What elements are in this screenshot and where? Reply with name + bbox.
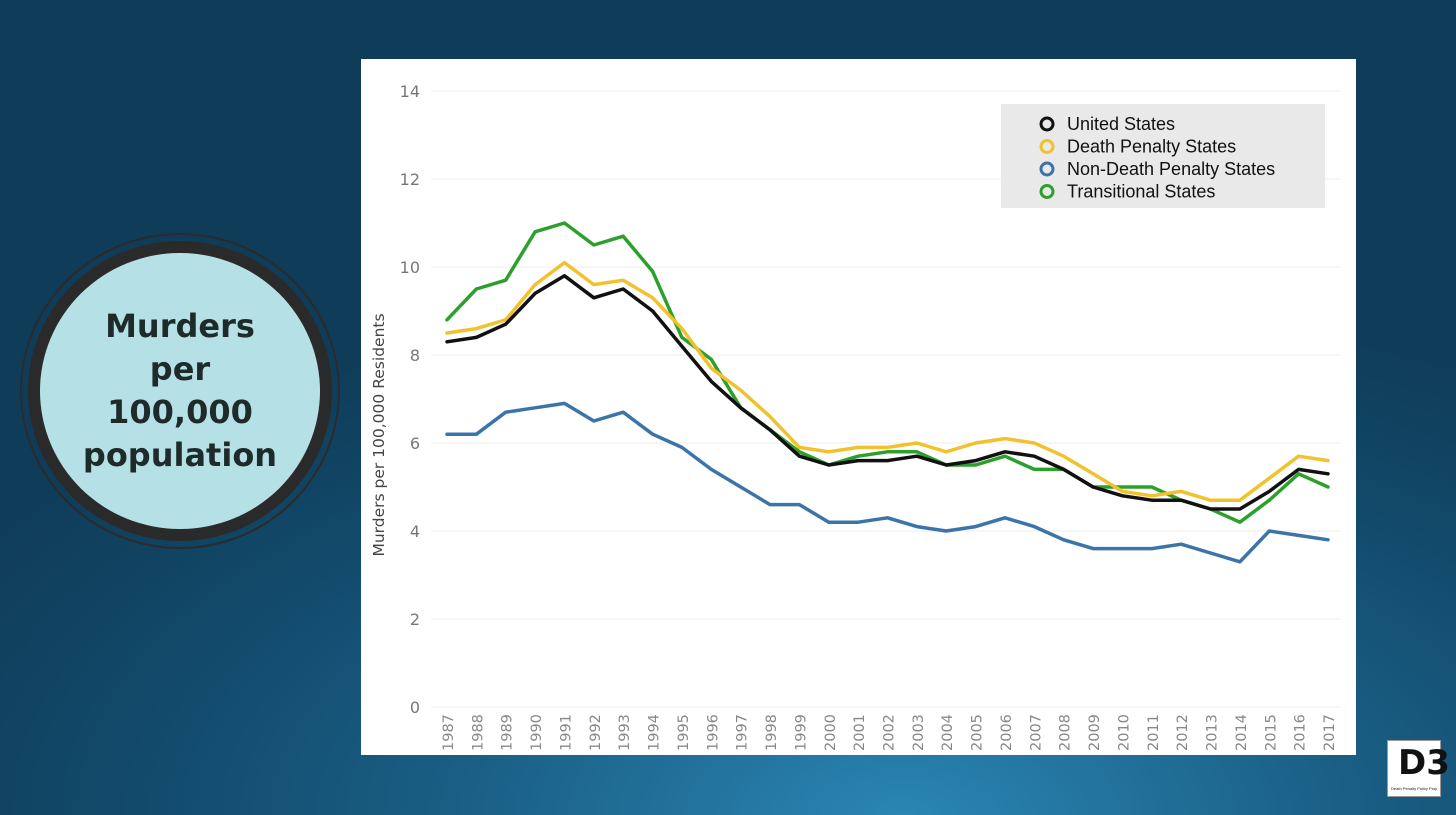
x-tick-label: 2009 (1087, 714, 1103, 751)
y-tick-label: 8 (410, 346, 420, 365)
legend-marker (1039, 184, 1055, 199)
y-tick-label: 2 (410, 610, 420, 629)
x-tick-label: 1992 (588, 714, 604, 751)
x-tick-label: 2000 (823, 714, 839, 751)
x-tick-label: 2002 (882, 714, 898, 751)
series-line-united-states (445, 274, 1330, 511)
legend-box (1001, 104, 1325, 208)
x-tick-label: 1991 (558, 714, 574, 751)
x-tick-label: 1995 (676, 714, 692, 751)
chart-card: 0 2 4 6 8 10 12 14 1987 1988 1989 1990 1991 1992 1993… (361, 59, 1356, 755)
x-tick-label: 2013 (1205, 714, 1221, 751)
x-tick-label: 2014 (1234, 714, 1250, 751)
y-tick-label: 12 (400, 170, 420, 189)
legend-label: United States (1067, 114, 1175, 134)
x-tick-label: 1987 (441, 714, 457, 751)
y-tick-labels: 0 2 4 6 8 10 12 14 (400, 82, 420, 717)
y-axis-label: Murders per 100,000 Residents (370, 313, 388, 556)
x-tick-label: 1994 (647, 714, 663, 751)
x-tick-label: 1993 (617, 714, 633, 751)
logo-mark: D3 (1398, 743, 1450, 783)
legend-label: Transitional States (1067, 182, 1215, 202)
x-tick-label: 2010 (1116, 714, 1132, 751)
x-tick-label: 2017 (1322, 714, 1338, 751)
x-tick-labels: 1987 1988 1989 1990 1991 1992 1993 1994 1995 1996… (441, 714, 1338, 751)
x-tick-label: 2007 (1028, 714, 1044, 751)
legend: United States Death Penalty StatesNon-Dea… (1001, 104, 1325, 208)
x-tick-label: 1999 (793, 714, 809, 751)
x-tick-label: 2012 (1175, 714, 1191, 751)
x-tick-label: 1988 (470, 714, 486, 751)
x-tick-label: 2003 (911, 714, 927, 751)
badge-text: Murders per 100,000 population (60, 305, 300, 477)
x-tick-label: 2006 (999, 714, 1015, 751)
x-tick-label: 1998 (764, 714, 780, 751)
badge-line-3: 100,000 (107, 393, 253, 431)
logo-subtitle: Death Penalty Policy Project (1391, 786, 1437, 791)
legend-marker (1039, 161, 1055, 177)
legend-marker (1039, 116, 1055, 132)
legend-label: Non-Death Penalty States (1067, 159, 1275, 179)
series-line-transitional-states (445, 221, 1330, 524)
x-tick-label: 1989 (500, 714, 516, 751)
x-tick-label: 2016 (1293, 714, 1309, 751)
badge-line-4: population (82, 436, 278, 474)
badge-line-2: per (149, 350, 211, 388)
d3-logo: D3 Death Penalty Policy Project (1387, 740, 1450, 797)
y-tick-label: 14 (400, 82, 420, 101)
x-tick-label: 2008 (1058, 714, 1074, 751)
y-tick-label: 6 (410, 434, 420, 453)
x-tick-label: 2004 (940, 714, 956, 751)
x-tick-label: 2001 (852, 714, 868, 751)
x-tick-label: 1996 (705, 714, 721, 751)
x-tick-label: 2015 (1263, 714, 1279, 751)
y-tick-label: 0 (410, 698, 420, 717)
badge-line-1: Murders (105, 307, 255, 345)
y-tick-label: 10 (400, 258, 420, 277)
badge-outer-ring (20, 233, 340, 549)
legend-marker (1039, 139, 1055, 154)
series-line-death-penalty-states (445, 260, 1330, 502)
y-tick-label: 4 (410, 522, 420, 541)
legend-label: Death Penalty States (1067, 137, 1236, 157)
x-tick-label: 2005 (970, 714, 986, 751)
metric-badge: Murders per 100,000 population (40, 253, 320, 529)
series-line-non-death-penalty-states (445, 401, 1330, 564)
line-chart: 0 2 4 6 8 10 12 14 1987 1988 1989 1990 1991 1992 1993… (370, 82, 1341, 751)
series-lines (445, 221, 1330, 564)
x-tick-label: 1990 (529, 714, 545, 751)
x-tick-label: 1997 (735, 714, 751, 751)
x-tick-label: 2011 (1146, 714, 1162, 751)
